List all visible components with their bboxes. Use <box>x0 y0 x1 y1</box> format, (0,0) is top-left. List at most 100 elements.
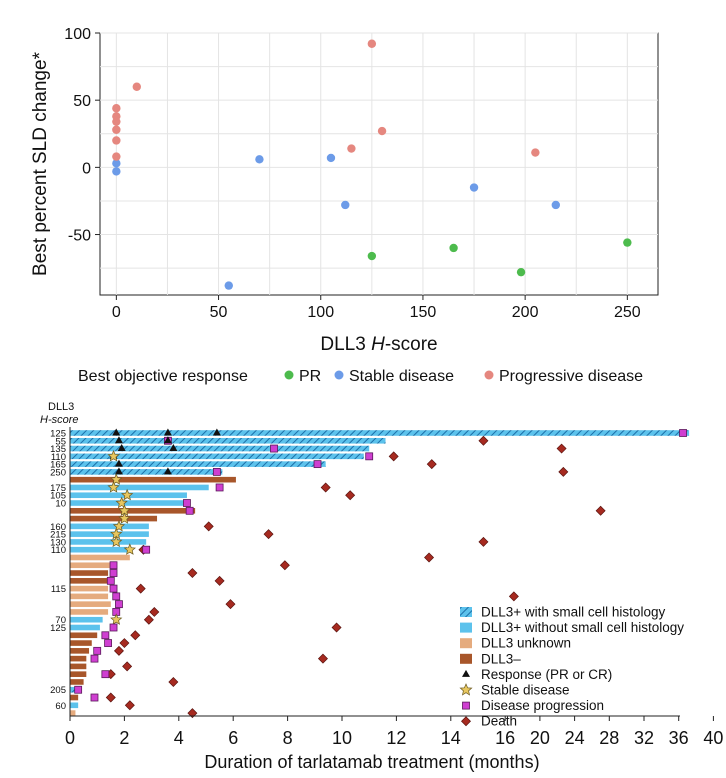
legend-item: Death <box>461 714 517 729</box>
progression-marker <box>90 693 99 702</box>
point-pr <box>516 267 526 277</box>
death-marker <box>263 529 274 540</box>
death-marker <box>130 630 141 641</box>
progression-marker <box>115 600 123 609</box>
point-pr <box>367 251 377 261</box>
bar <box>70 437 386 444</box>
progression-marker <box>109 561 118 570</box>
x-tick-label: 100 <box>307 304 334 321</box>
progression-marker <box>112 592 121 601</box>
y-axis-title: Best percent SLD change* <box>30 51 51 276</box>
x-tick-label: 10 <box>332 728 352 748</box>
death-marker <box>135 583 146 594</box>
progression-marker <box>109 584 118 593</box>
point-progressive-disease <box>112 125 121 134</box>
progression-marker <box>101 670 110 679</box>
death-marker <box>124 700 135 711</box>
row-label: 60 <box>55 701 66 712</box>
death-marker <box>149 606 160 617</box>
death-marker <box>388 451 399 462</box>
legend-swatch <box>460 607 472 617</box>
legend-item: PR <box>284 368 321 385</box>
bar <box>70 570 109 576</box>
row-label: 70 <box>55 615 66 626</box>
death-marker <box>225 599 236 610</box>
point-pr <box>623 238 632 247</box>
legend-swatch <box>460 638 472 649</box>
death-marker <box>119 638 130 649</box>
row-label: 10 <box>55 499 66 510</box>
legend-label: Response (PR or CR) <box>481 667 612 682</box>
row-label: 165 <box>50 460 66 471</box>
stable-disease-marker <box>107 449 120 462</box>
x-tick-label: 0 <box>65 728 75 748</box>
death-marker <box>279 560 290 571</box>
legend-marker <box>484 370 494 380</box>
x-tick-label: 8 <box>283 728 293 748</box>
x-tick-label: 4 <box>174 728 184 748</box>
legend-label: Disease progression <box>481 698 604 713</box>
x-tick-label: 50 <box>210 304 228 321</box>
response-marker <box>117 444 126 452</box>
row-label: 110 <box>51 452 66 463</box>
progression-marker <box>93 646 102 655</box>
y-tick-label: 100 <box>64 26 91 43</box>
bar <box>70 523 149 530</box>
stable-disease-marker <box>110 473 123 485</box>
bar <box>70 609 109 615</box>
progression-marker <box>365 452 374 461</box>
bar <box>70 508 196 514</box>
legend-label: Stable disease <box>349 368 454 385</box>
progression-marker <box>679 429 687 437</box>
bar <box>70 461 326 467</box>
x-axis-title-italic: H <box>371 334 385 355</box>
death-marker <box>478 435 489 446</box>
death-marker <box>122 661 133 672</box>
legend-label: DLL3– <box>481 651 521 666</box>
response-marker <box>163 436 172 444</box>
point-progressive-disease <box>347 144 356 153</box>
legend: Best objective response PR Stable disease… <box>78 368 643 385</box>
bar <box>70 531 149 537</box>
x-tick-label: 14 <box>441 728 461 748</box>
bar <box>70 655 87 662</box>
progression-marker <box>101 631 110 640</box>
legend-label: PR <box>299 368 321 385</box>
y-tick-label: 0 <box>82 160 91 177</box>
death-marker <box>478 536 489 547</box>
progression-marker <box>104 639 112 647</box>
death-marker <box>558 466 569 477</box>
bar <box>70 593 109 600</box>
row-label: 55 <box>55 436 66 447</box>
bar <box>70 515 158 522</box>
response-marker <box>163 467 172 475</box>
row-label: 215 <box>50 530 66 541</box>
x-tick-label: 40 <box>703 728 723 748</box>
y-tick-label: -50 <box>68 228 91 245</box>
death-marker <box>187 568 198 579</box>
death-marker <box>214 575 225 586</box>
row-label: 125 <box>50 623 66 634</box>
point-stable-disease <box>255 155 264 164</box>
progression-marker <box>270 444 278 453</box>
bar <box>70 539 147 545</box>
response-marker <box>462 669 470 677</box>
point-stable-disease <box>224 281 233 290</box>
death-marker <box>424 552 435 563</box>
death-marker <box>105 692 116 703</box>
stable-disease-marker <box>121 488 134 501</box>
legend-swatch <box>460 653 472 664</box>
row-label: 160 <box>50 522 66 533</box>
x-tick-label: 0 <box>112 304 121 321</box>
response-marker <box>169 444 178 452</box>
legend-item: Stable disease <box>459 683 570 698</box>
legend-item: DLL3+ without small cell histology <box>460 620 684 635</box>
point-stable-disease <box>326 153 336 163</box>
bar <box>70 585 109 592</box>
x-tick-label: 12 <box>386 728 406 748</box>
y-axis-title-line2: H-score <box>40 414 79 426</box>
stable-disease-marker <box>123 543 136 555</box>
bar <box>70 445 370 452</box>
bar <box>70 679 84 685</box>
